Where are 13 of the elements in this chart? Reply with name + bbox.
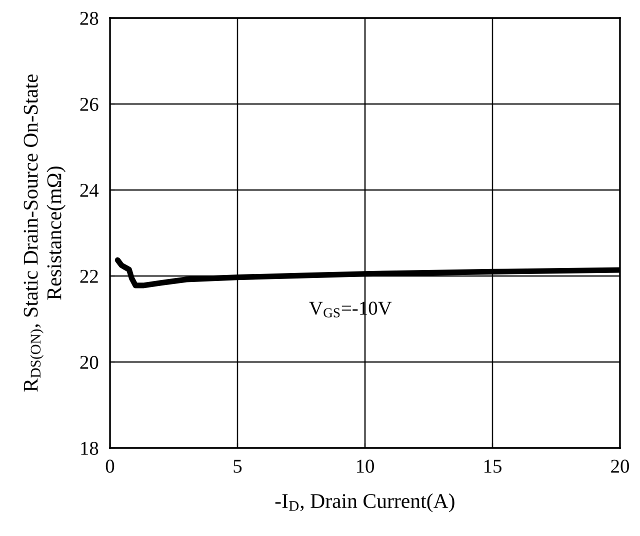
x-axis-title: -I$_{D}$, Drain Current(A)	[275, 493, 454, 512]
x-tick-label: 20	[611, 460, 629, 473]
x-tick-label: 15	[484, 460, 502, 473]
y-tick-label: 24	[80, 184, 99, 197]
y-tick-label: 22	[80, 270, 98, 283]
x-tick-label: 5	[234, 460, 242, 473]
y-tick-label: 26	[80, 98, 98, 111]
y-tick-label: 18	[81, 442, 98, 455]
x-tick-label: 10	[356, 460, 374, 473]
y-axis-title: R$_{DS(ON)}$, Static Drain-Source On-State Resistance(mΩ)	[24, 74, 66, 392]
y-tick-label: 28	[80, 12, 98, 25]
y-tick-label: 20	[80, 356, 98, 369]
x-tick-label: 0	[106, 460, 114, 473]
